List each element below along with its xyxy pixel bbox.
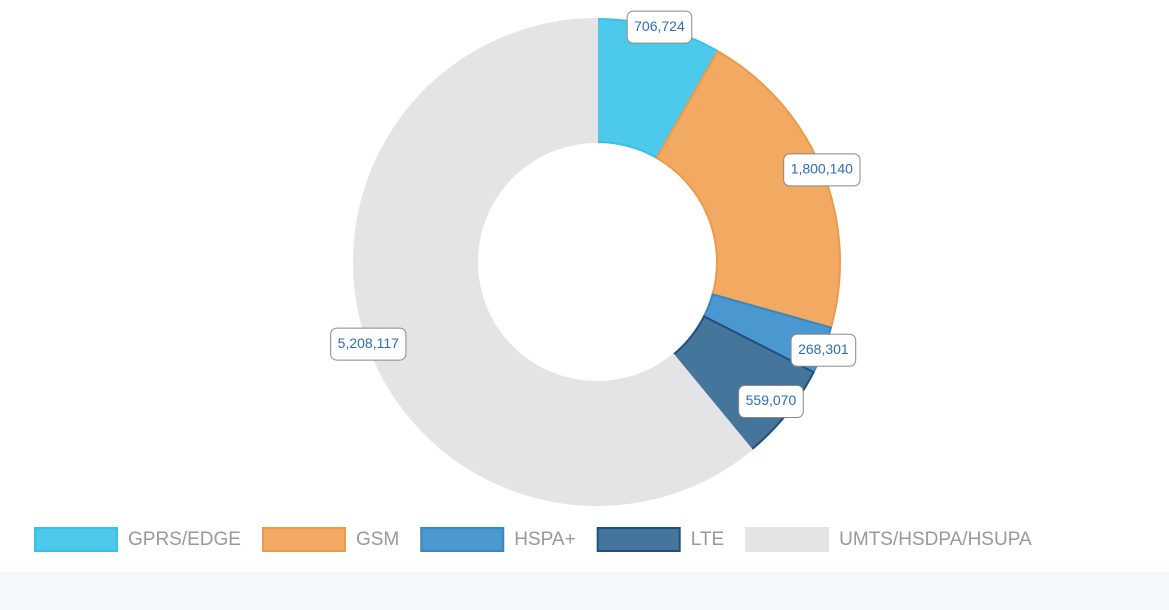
data-label: 268,301 bbox=[790, 333, 857, 367]
slice bbox=[353, 17, 753, 506]
legend-swatch bbox=[34, 527, 118, 552]
legend-swatch bbox=[420, 527, 505, 552]
footer-panel bbox=[0, 572, 1169, 610]
legend-label: GSM bbox=[356, 529, 399, 550]
label-text: 5,208,117 bbox=[338, 335, 399, 351]
label-box bbox=[626, 10, 693, 44]
label-text: 1,800,140 bbox=[791, 161, 853, 177]
legend-swatch bbox=[261, 527, 346, 552]
legend-swatch bbox=[596, 527, 681, 552]
label-text: 706,724 bbox=[634, 18, 685, 34]
label-box bbox=[790, 333, 857, 367]
label-box bbox=[330, 327, 407, 361]
label-text: 268,301 bbox=[798, 341, 849, 357]
data-label: 559,070 bbox=[738, 385, 804, 419]
legend-swatch bbox=[745, 527, 830, 552]
label-box bbox=[738, 385, 804, 419]
data-label: 5,208,117 bbox=[330, 327, 407, 361]
data-label: 706,724 bbox=[626, 10, 693, 44]
legend-label: HSPA+ bbox=[514, 529, 575, 550]
legend-label: LTE bbox=[691, 529, 724, 550]
data-label: 1,800,140 bbox=[783, 153, 861, 187]
legend-label: GPRS/EDGE bbox=[128, 529, 241, 550]
legend-label: UMTS/HSDPA/HSUPA bbox=[839, 529, 1032, 550]
slice bbox=[655, 49, 841, 329]
label-text: 559,070 bbox=[746, 392, 797, 408]
label-box bbox=[783, 153, 861, 187]
